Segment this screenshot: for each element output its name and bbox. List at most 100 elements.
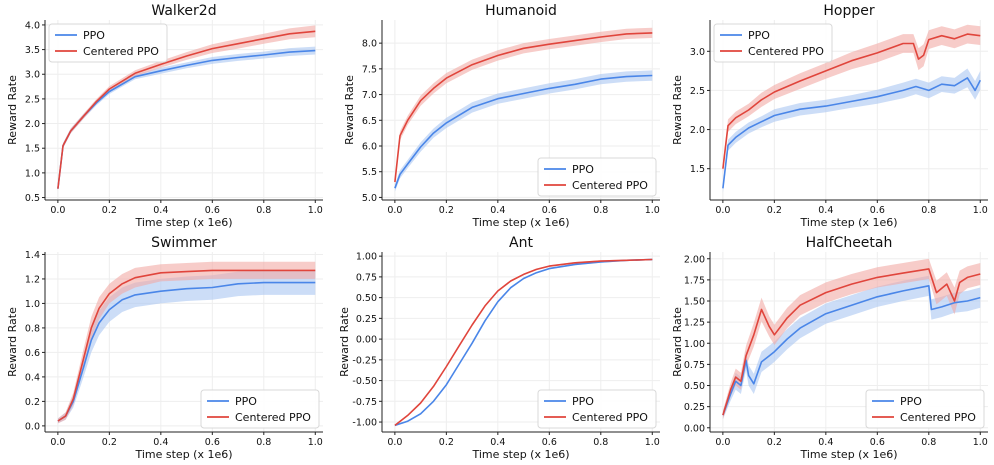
x-tick-label: 0.4 (153, 205, 168, 216)
y-tick-label: -0.75 (352, 397, 377, 408)
y-tick-label: 0.75 (684, 360, 705, 371)
y-tick-label: 0.6 (25, 348, 40, 359)
series-line-1 (722, 77, 982, 189)
series-line-1 (394, 258, 653, 427)
y-axis-label: Reward Rate (671, 307, 684, 377)
x-tick-label: 0.2 (102, 437, 117, 448)
x-tick-label: 1.0 (645, 205, 660, 216)
legend: PPO Centered PPO (865, 389, 985, 429)
y-tick-label: 0.25 (684, 402, 705, 413)
y-tick-label: 1.00 (356, 252, 377, 263)
x-tick-label: 1.0 (308, 437, 323, 448)
series-band-2 (722, 258, 981, 420)
chart-panel-1: 0.0 0.2 0.4 0.6 0.8 1.0 0.5 1.0 1.5 2.0 2.5 3.0 3.5 4… (6, 3, 323, 229)
legend-box (200, 389, 320, 429)
legend: PPO Centered PPO (537, 157, 657, 197)
y-tick-label: -0.50 (352, 376, 377, 387)
x-tick-label: 0.6 (205, 205, 220, 216)
y-tick-label: 2.00 (684, 254, 705, 265)
x-tick-label: 0.4 (818, 437, 833, 448)
legend-label-2: Centered PPO (572, 179, 648, 192)
y-axis-label: Reward Rate (6, 75, 19, 145)
series-line-1 (394, 74, 653, 189)
y-tick-label: 3.0 (690, 47, 705, 58)
series-line-1 (722, 285, 981, 416)
legend-box (537, 389, 657, 429)
y-tick-label: 0.25 (356, 314, 377, 325)
y-tick-label: 0.5 (25, 193, 40, 204)
y-tick-label: 2.5 (25, 94, 40, 105)
x-axis-label: Time step (x 1e6) (471, 448, 569, 461)
x-tick-label: 1.0 (973, 437, 988, 448)
legend-label-2: Centered PPO (572, 411, 648, 424)
legend: PPO Centered PPO (200, 389, 320, 429)
x-tick-label: 0.8 (256, 437, 271, 448)
series-band-1 (394, 70, 653, 192)
y-tick-label: 2.5 (690, 86, 705, 97)
legend-label-2: Centered PPO (83, 45, 159, 58)
legend: PPO Centered PPO (713, 23, 833, 63)
y-tick-label: 0.75 (356, 272, 377, 283)
series-line-1 (57, 49, 316, 189)
y-tick-label: 2.0 (25, 119, 40, 130)
chart-panel-3: 0.0 0.2 0.4 0.6 0.8 1.0 1.5 2.0 2.5 3.0 Hopper Time… (671, 3, 988, 229)
y-axis-label: Reward Rate (343, 75, 356, 145)
y-axis-label: Reward Rate (338, 307, 351, 377)
legend-box (865, 389, 985, 429)
series-line-2 (57, 30, 316, 189)
series-band-1 (722, 68, 981, 193)
legend-label-1: PPO (572, 395, 594, 408)
x-tick-label: 0.4 (818, 205, 833, 216)
series-line-2 (57, 269, 316, 422)
y-axis-label: Reward Rate (671, 75, 684, 145)
y-tick-label: 1.25 (684, 318, 705, 329)
x-tick-label: 0.8 (921, 437, 936, 448)
x-tick-label: 0.6 (205, 437, 220, 448)
y-tick-label: 0.0 (25, 421, 40, 432)
series-band-1 (57, 270, 316, 424)
y-tick-label: 0.00 (684, 423, 705, 434)
x-tick-label: 0.2 (439, 437, 454, 448)
x-tick-label: 1.0 (308, 205, 323, 216)
x-tick-label: 0.0 (387, 437, 402, 448)
series-line-1 (57, 281, 316, 422)
y-tick-label: 1.75 (684, 275, 705, 286)
y-tick-label: 5.0 (362, 193, 377, 204)
legend-label-1: PPO (572, 163, 594, 176)
y-tick-label: 1.0 (25, 299, 40, 310)
y-tick-label: 6.0 (362, 142, 377, 153)
series-line-2 (722, 268, 981, 416)
series-band-2 (57, 261, 316, 424)
x-tick-label: 0.4 (490, 437, 505, 448)
x-axis-label: Time step (x 1e6) (471, 216, 569, 229)
x-tick-label: 0.8 (921, 205, 936, 216)
x-tick-label: 0.0 (387, 205, 402, 216)
chart-title: Swimmer (151, 235, 217, 251)
y-tick-label: 2.0 (690, 125, 705, 136)
y-tick-label: 5.5 (362, 167, 377, 178)
y-tick-label: 1.4 (25, 250, 40, 261)
x-tick-label: 0.8 (593, 205, 608, 216)
x-tick-label: 0.2 (102, 205, 117, 216)
y-tick-label: 7.5 (362, 64, 377, 75)
y-tick-label: 7.0 (362, 90, 377, 101)
y-tick-label: 3.0 (25, 70, 40, 81)
y-tick-label: 1.50 (684, 297, 705, 308)
legend-label-2: Centered PPO (748, 45, 824, 58)
y-tick-label: 3.5 (25, 45, 40, 56)
y-tick-label: 0.50 (356, 293, 377, 304)
y-tick-label: 1.0 (25, 168, 40, 179)
series-band-2 (722, 24, 981, 175)
x-tick-label: 0.2 (767, 437, 782, 448)
y-tick-label: 1.5 (690, 164, 705, 175)
chart-panel-4: 0.0 0.2 0.4 0.6 0.8 1.0 0.0 0.2 0.4 0.6 0.8 1.0 1.2 1… (6, 235, 323, 461)
legend-label-1: PPO (235, 395, 257, 408)
y-tick-label: 0.4 (25, 372, 40, 383)
x-axis-label: Time step (x 1e6) (134, 448, 232, 461)
x-tick-label: 0.4 (490, 205, 505, 216)
chart-title: Hopper (823, 3, 874, 19)
x-tick-label: 1.0 (645, 437, 660, 448)
series-line-2 (394, 258, 653, 427)
y-tick-label: 0.50 (684, 381, 705, 392)
